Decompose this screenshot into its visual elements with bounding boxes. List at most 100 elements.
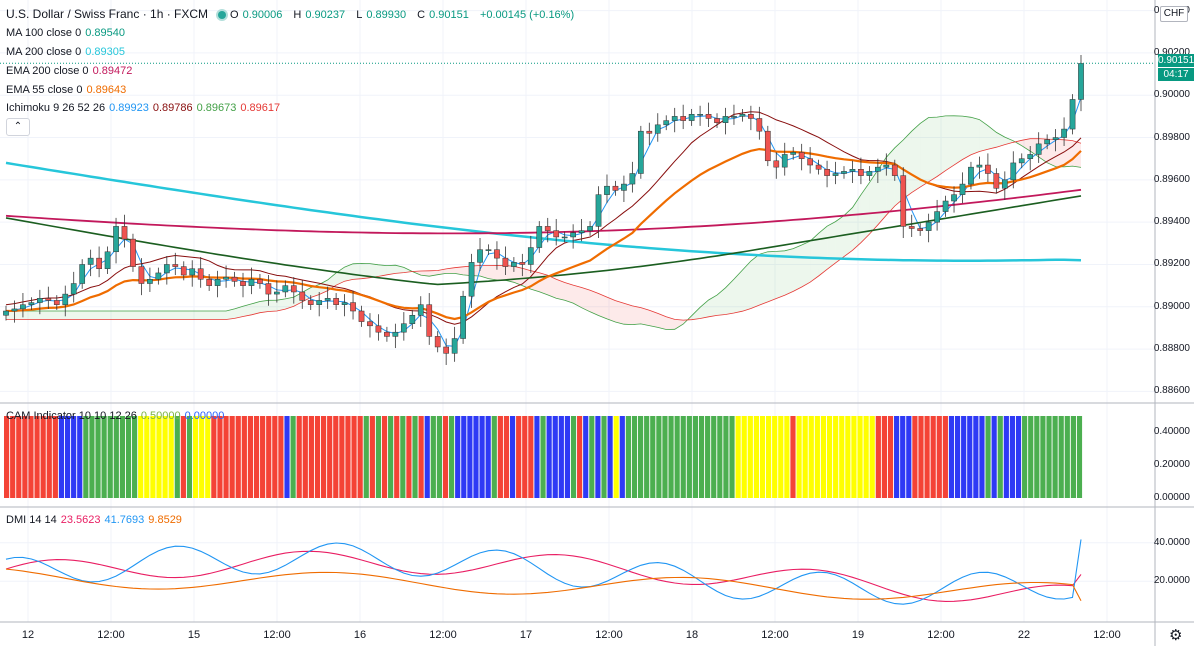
cam-bar — [991, 416, 997, 498]
cloud-segment — [48, 311, 57, 320]
candle-body — [578, 230, 585, 233]
ma200-line — [5, 161, 1082, 262]
candle — [409, 309, 416, 330]
cam-bar — [424, 416, 430, 498]
cam-tick-label: 0.20000 — [1153, 459, 1190, 471]
candle — [680, 104, 687, 130]
candle-body — [45, 298, 52, 301]
cloud-segment — [623, 303, 633, 325]
candle — [1061, 117, 1067, 146]
candle — [350, 290, 356, 320]
candle-body — [705, 114, 712, 119]
cam-bar — [790, 416, 796, 498]
candle — [858, 157, 864, 185]
cloud-segment — [657, 313, 667, 330]
cloud-segment — [141, 311, 150, 320]
cam-bar — [729, 416, 735, 498]
candle-body — [138, 266, 145, 284]
candle — [358, 305, 365, 327]
price-tick-label: 0.89800 — [1153, 131, 1190, 143]
cam-bar — [320, 416, 327, 498]
cam-bar — [449, 416, 455, 498]
candle — [917, 223, 924, 236]
candle-body — [900, 175, 907, 227]
candle — [180, 261, 187, 281]
candle-body — [265, 283, 272, 295]
cam-bar — [918, 416, 924, 498]
candle-body — [756, 118, 763, 132]
cam-tick-label: 0.00000 — [1153, 492, 1190, 503]
candle — [1069, 94, 1076, 135]
candle-body — [553, 230, 560, 238]
candle — [815, 159, 822, 175]
cam-bar — [156, 416, 162, 498]
cam-bar — [4, 416, 10, 498]
ichimoku-legend[interactable]: Ichimoku 9 26 52 26 0.89923 0.89786 0.89673… — [6, 102, 281, 114]
candle — [663, 115, 670, 131]
cam-bar — [345, 416, 351, 498]
candle-body — [815, 164, 822, 170]
cloud-segment — [1055, 139, 1065, 167]
cam-bar — [162, 416, 168, 498]
candle-body — [37, 298, 43, 303]
time-tick-label: 18 — [685, 629, 699, 641]
cloud-segment — [192, 311, 201, 320]
candle-body — [79, 264, 86, 284]
cloud-segment — [776, 250, 785, 299]
dmi-legend[interactable]: DMI 14 14 23.5623 41.7693 9.8529 — [6, 514, 182, 526]
candle — [798, 143, 805, 171]
ma100-legend[interactable]: MA 100 close 0 0.89540 — [6, 27, 125, 39]
candle — [37, 289, 43, 315]
cam-bar — [558, 416, 564, 498]
cam-bar — [973, 416, 979, 498]
price-tick-label: 0.89400 — [1153, 216, 1190, 228]
cam-bar — [522, 416, 528, 498]
cam-bar — [967, 416, 973, 498]
candle — [231, 271, 238, 287]
price-tick-label: 0.89200 — [1153, 258, 1190, 270]
price-tick-label: 0.90000 — [1153, 89, 1190, 101]
currency-label[interactable]: CHF — [1160, 6, 1188, 22]
symbol-title[interactable]: U.S. Dollar / Swiss Franc · 1h · FXCM — [6, 7, 209, 21]
cloud-segment — [911, 123, 921, 193]
cam-bar — [1022, 416, 1028, 498]
candle — [697, 105, 703, 126]
ema55-legend[interactable]: EMA 55 close 0 0.89643 — [6, 84, 127, 96]
cam-bar — [1052, 416, 1058, 498]
candle — [324, 286, 331, 309]
collapse-legend-button[interactable]: ⌃ — [6, 118, 30, 136]
candle — [79, 259, 86, 289]
cam-bar — [705, 416, 711, 498]
candle-body — [604, 185, 610, 195]
ema200-legend[interactable]: EMA 200 close 0 0.89472 — [6, 65, 133, 77]
cam-bar — [863, 416, 869, 498]
candle-body — [197, 268, 204, 280]
candle — [824, 160, 830, 188]
cloud-segment — [733, 270, 743, 314]
time-tick-label: 22 — [1017, 629, 1031, 641]
ma200-legend[interactable]: MA 200 close 0 0.89305 — [6, 46, 125, 58]
cam-bar — [290, 416, 296, 498]
cloud-segment — [784, 248, 794, 296]
cloud-segment — [954, 115, 963, 166]
cam-bar — [138, 416, 144, 498]
candle — [206, 273, 212, 291]
cam-legend[interactable]: CAM Indicator 10 10 12 26 0.50000 0.00000 — [6, 410, 225, 422]
cam-bar — [132, 416, 138, 498]
gear-icon[interactable]: ⚙ — [1169, 627, 1183, 644]
cloud-segment — [99, 311, 108, 320]
cloud-segment — [717, 287, 726, 316]
cloud-segment — [513, 266, 523, 286]
dmi-adx-line — [5, 568, 1082, 601]
cam-bar — [192, 416, 199, 498]
cam-bar — [674, 416, 680, 498]
cam-bar — [735, 416, 741, 498]
price-tick-label: 0.88600 — [1153, 385, 1190, 397]
candle-body — [934, 211, 940, 223]
cam-bar — [485, 416, 491, 498]
candle — [20, 293, 26, 318]
cam-bar — [479, 416, 485, 498]
candle — [460, 290, 466, 344]
candle-body — [959, 183, 966, 195]
